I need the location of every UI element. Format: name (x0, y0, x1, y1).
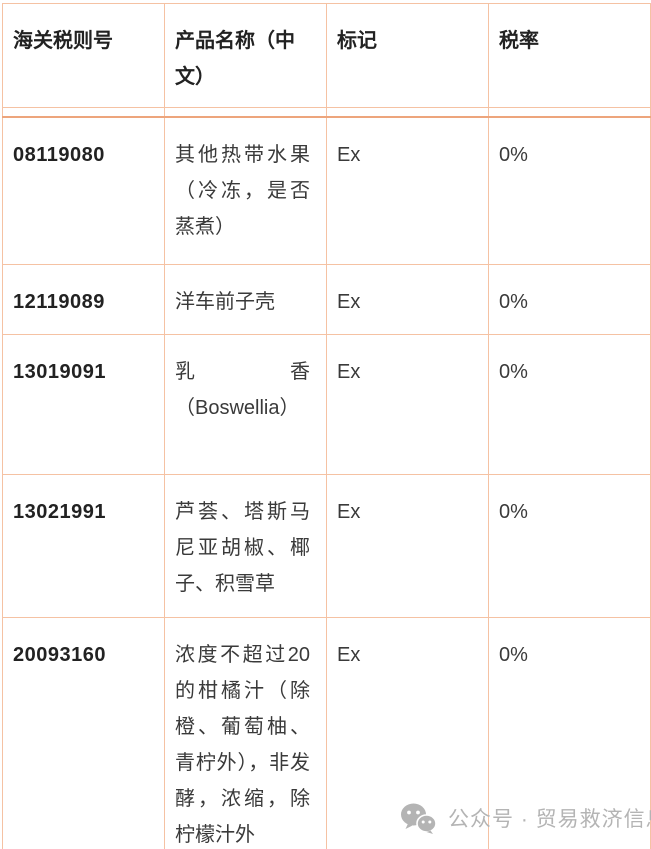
table-header: 海关税则号 产品名称（中文） 标记 税率 (2, 3, 651, 108)
col-header-hs-code: 海关税则号 (2, 3, 165, 108)
table-row: 20093160 浓度不超过20的柑橘汁（除橙、葡萄柚、青柠外），非发酵，浓缩，… (2, 617, 651, 849)
cell-hs-code: 08119080 (2, 116, 165, 265)
table-body: 08119080 其他热带水果（冷冻，是否蒸煮） Ex 0% 12119089 … (2, 116, 651, 849)
table-row: 13021991 芦荟、塔斯马尼亚胡椒、椰子、积雪草 Ex 0% (2, 474, 651, 618)
col-header-product-name: 产品名称（中文） (164, 3, 327, 108)
cell-product-name: 芦荟、塔斯马尼亚胡椒、椰子、积雪草 (164, 474, 327, 618)
cell-hs-code: 13021991 (2, 474, 165, 618)
col-header-mark: 标记 (326, 3, 489, 108)
header-rule-band (2, 107, 651, 118)
cell-rate: 0% (488, 334, 651, 475)
cell-mark: Ex (326, 474, 489, 618)
cell-product-name: 其他热带水果（冷冻，是否蒸煮） (164, 116, 327, 265)
cell-hs-code: 13019091 (2, 334, 165, 475)
header-rule-cell (2, 107, 165, 118)
cell-product-name: 乳香（Boswellia） (164, 334, 327, 475)
cell-product-name: 洋车前子壳 (164, 264, 327, 335)
cell-rate: 0% (488, 474, 651, 618)
cell-mark: Ex (326, 264, 489, 335)
cell-product-name: 浓度不超过20的柑橘汁（除橙、葡萄柚、青柠外），非发酵，浓缩，除柠檬汁外 (164, 617, 327, 849)
cell-rate: 0% (488, 116, 651, 265)
cell-hs-code: 12119089 (2, 264, 165, 335)
cell-hs-code: 20093160 (2, 617, 165, 849)
header-rule-row (2, 107, 651, 118)
col-header-rate: 税率 (488, 3, 651, 108)
header-rule-cell (326, 107, 489, 118)
cell-mark: Ex (326, 334, 489, 475)
header-rule-cell (164, 107, 327, 118)
header-row: 海关税则号 产品名称（中文） 标记 税率 (2, 3, 651, 108)
cell-rate: 0% (488, 617, 651, 849)
tariff-table: 海关税则号 产品名称（中文） 标记 税率 08119080 其他热带水果（冷冻，… (2, 3, 651, 849)
page: 海关税则号 产品名称（中文） 标记 税率 08119080 其他热带水果（冷冻，… (0, 3, 651, 849)
cell-mark: Ex (326, 617, 489, 849)
cell-rate: 0% (488, 264, 651, 335)
table-row: 13019091 乳香（Boswellia） Ex 0% (2, 334, 651, 475)
header-rule-cell (488, 107, 651, 118)
table-row: 12119089 洋车前子壳 Ex 0% (2, 264, 651, 335)
cell-mark: Ex (326, 116, 489, 265)
table-row: 08119080 其他热带水果（冷冻，是否蒸煮） Ex 0% (2, 116, 651, 265)
